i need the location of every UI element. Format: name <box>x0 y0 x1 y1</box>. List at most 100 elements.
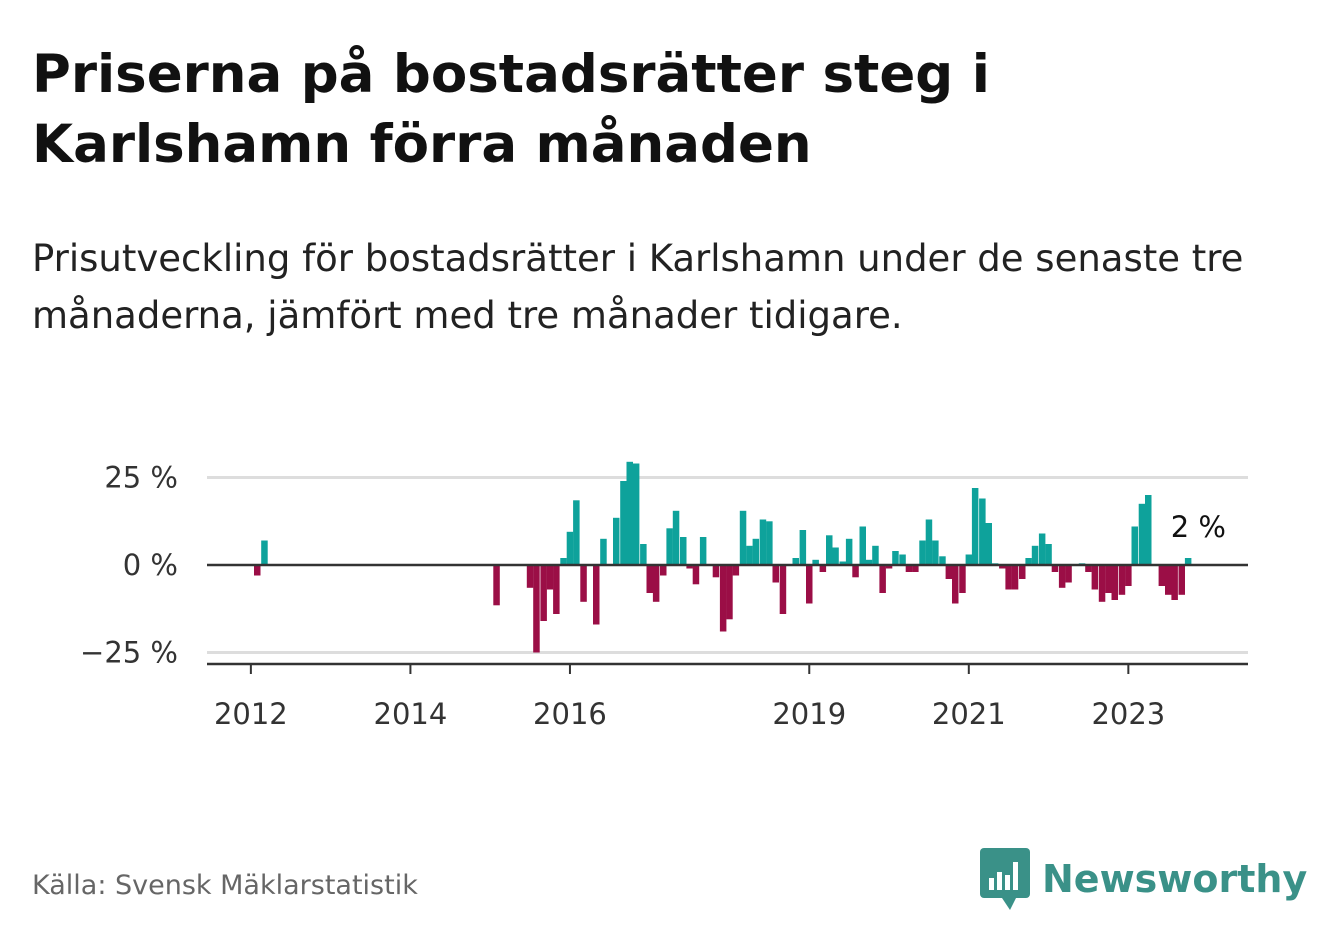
bar <box>719 565 727 632</box>
brand-logo: Newsworthy <box>980 848 1307 910</box>
bar <box>772 565 779 583</box>
bar <box>672 510 680 566</box>
bar <box>905 565 913 572</box>
bar <box>1038 533 1046 565</box>
bar <box>872 545 879 566</box>
bar <box>971 488 979 565</box>
bar <box>686 565 693 569</box>
bar <box>533 565 540 653</box>
bar <box>879 565 886 593</box>
x-tick-label: 2023 <box>1091 697 1165 731</box>
bar <box>985 523 992 565</box>
bar <box>680 537 687 565</box>
bar <box>1098 565 1106 602</box>
bar <box>632 463 640 565</box>
bar <box>1005 565 1012 590</box>
bar <box>1058 565 1066 588</box>
bar <box>726 565 733 620</box>
bar <box>779 565 787 614</box>
bar <box>746 545 753 566</box>
bar <box>945 565 953 579</box>
last-value-label: 2 % <box>1171 510 1226 544</box>
bar <box>652 565 660 602</box>
x-tick-label: 2021 <box>932 697 1006 731</box>
bar <box>546 565 554 590</box>
y-tick-label: −25 % <box>80 636 178 670</box>
bar <box>952 565 959 604</box>
bar <box>852 565 859 578</box>
bar <box>759 519 767 565</box>
bar <box>739 510 747 566</box>
bar <box>925 519 933 565</box>
brand-name: Newsworthy <box>1042 857 1308 901</box>
bar <box>839 561 846 565</box>
bar <box>799 530 807 565</box>
bar <box>660 565 667 576</box>
x-tick-label: 2016 <box>533 697 607 731</box>
bar-chart: 25 % 0 % −25 % 2012 2014 2016 2019 2021 2023 2 % <box>80 461 1248 731</box>
bar <box>1158 565 1166 586</box>
bar <box>1085 565 1092 572</box>
chart-subtitle: Prisutveckling för bostadsrätter i Karls… <box>32 237 1244 337</box>
bar <box>1011 565 1019 590</box>
bar <box>620 481 627 565</box>
bar <box>593 565 600 625</box>
bar <box>892 551 899 565</box>
bar <box>613 517 620 566</box>
bar <box>932 540 939 565</box>
chart-title: Priserna på bostadsrätter steg i Karlsha… <box>32 44 990 175</box>
bar <box>560 558 567 565</box>
x-tick-label: 2012 <box>214 697 288 731</box>
bar <box>1051 565 1059 572</box>
bar <box>1111 565 1118 600</box>
bar <box>1045 544 1052 565</box>
x-tick-label: 2019 <box>772 697 846 731</box>
bar <box>566 531 574 566</box>
bar <box>600 538 607 566</box>
bar <box>712 565 720 578</box>
bar-chart-speech-bubble-icon <box>980 848 1030 910</box>
bar <box>999 565 1006 569</box>
bar <box>826 535 833 566</box>
bar <box>865 559 873 566</box>
bar <box>1031 545 1039 566</box>
bar <box>766 521 773 566</box>
bar <box>752 538 760 566</box>
bar <box>885 565 893 569</box>
bar <box>845 538 853 566</box>
bar <box>832 547 839 565</box>
bar <box>912 565 919 572</box>
bar <box>1165 565 1172 595</box>
bar <box>819 565 827 572</box>
bar <box>540 565 547 621</box>
bar <box>1025 558 1032 565</box>
y-tick-label: 25 % <box>104 461 178 495</box>
bar <box>1184 558 1192 565</box>
bar <box>646 565 653 593</box>
bar <box>1019 565 1026 579</box>
bar <box>806 565 813 604</box>
bar <box>732 565 740 576</box>
bar <box>1178 565 1185 595</box>
bar <box>1131 526 1138 565</box>
bar <box>261 540 268 565</box>
bar <box>859 526 866 565</box>
bar <box>1145 495 1152 565</box>
bar <box>526 565 534 588</box>
bar <box>1125 565 1132 586</box>
bar <box>692 565 700 585</box>
bar <box>493 565 500 606</box>
bar <box>965 554 973 565</box>
bar <box>919 540 926 565</box>
bar <box>1138 503 1146 566</box>
bar <box>1171 565 1178 600</box>
y-tick-label: 0 % <box>123 548 178 582</box>
bar <box>699 537 707 565</box>
bar <box>640 544 647 565</box>
bar <box>812 559 819 566</box>
bar <box>792 558 799 565</box>
bar <box>1105 565 1112 593</box>
bar <box>1065 565 1072 583</box>
bar <box>573 500 580 566</box>
bar <box>580 565 587 602</box>
